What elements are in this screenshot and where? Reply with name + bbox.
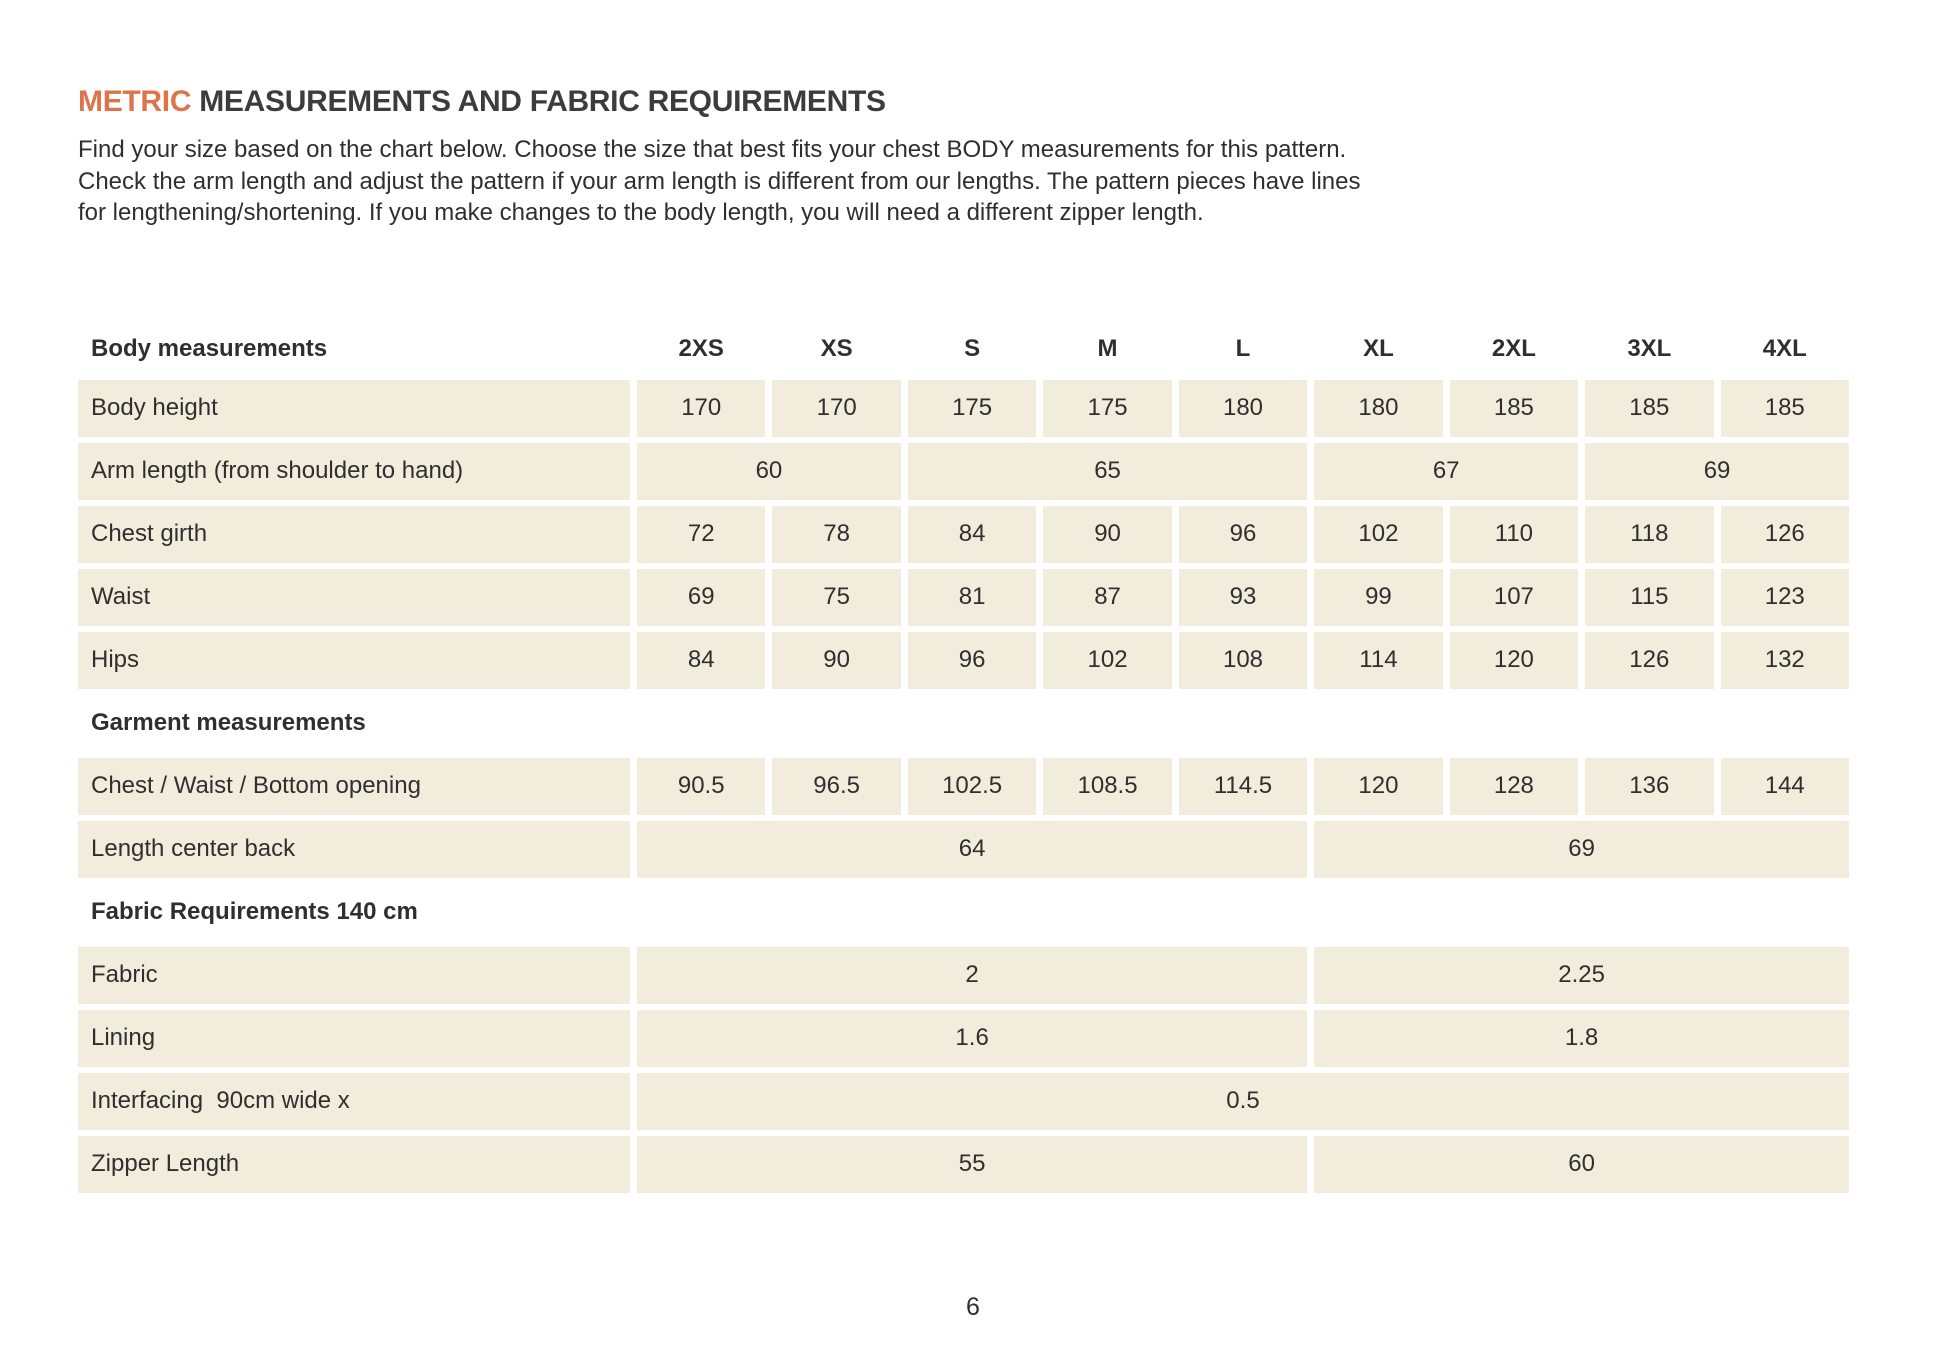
- value-cell-body-height: 175: [907, 379, 1037, 437]
- value-cell-interfacing: 0.5: [637, 1072, 1849, 1130]
- value-cell-body-height: 185: [1449, 379, 1579, 437]
- value-cell-lining: 1.8: [1314, 1009, 1849, 1067]
- value-cell-waist: 81: [907, 568, 1037, 626]
- value-cell-chest-girth: 84: [907, 505, 1037, 563]
- row-label-lining: Lining: [78, 1009, 630, 1067]
- value-cell-body-height: 180: [1178, 379, 1308, 437]
- row-label-hips: Hips: [78, 631, 630, 689]
- value-cell-zipper-length: 60: [1314, 1135, 1849, 1193]
- size-column-header-l: L: [1235, 334, 1251, 362]
- value-cell-waist: 107: [1449, 568, 1579, 626]
- value-cell-waist: 115: [1585, 568, 1714, 626]
- value-cell-arm-length: 69: [1585, 442, 1849, 500]
- size-column-header-xs: XS: [820, 334, 853, 362]
- value-cell-chest-waist-bottom-opening: 90.5: [637, 757, 766, 815]
- value-cell-hips: 96: [907, 631, 1037, 689]
- value-cell-zipper-length: 55: [637, 1135, 1308, 1193]
- value-cell-chest-girth: 72: [637, 505, 766, 563]
- table-header-label: Body measurements: [91, 334, 328, 362]
- value-cell-length-center-back: 69: [1314, 820, 1849, 878]
- value-cell-lining: 1.6: [637, 1009, 1308, 1067]
- value-cell-length-center-back: 64: [637, 820, 1308, 878]
- intro-paragraph: Find your size based on the chart below.…: [78, 134, 1849, 229]
- value-cell-waist: 93: [1178, 568, 1308, 626]
- size-column-header-s: S: [964, 334, 981, 362]
- row-label-fabric: Fabric: [78, 946, 630, 1004]
- section-header-fabric-requirements: Fabric Requirements 140 cm: [91, 898, 418, 925]
- value-cell-chest-girth: 96: [1178, 505, 1308, 563]
- row-label-arm-length: Arm length (from shoulder to hand): [78, 442, 630, 500]
- value-cell-chest-waist-bottom-opening: 128: [1449, 757, 1579, 815]
- row-label-chest-girth: Chest girth: [78, 505, 630, 563]
- value-cell-chest-girth: 126: [1720, 505, 1849, 563]
- row-label-body-height: Body height: [78, 379, 630, 437]
- value-cell-arm-length: 67: [1314, 442, 1579, 500]
- value-cell-fabric: 2.25: [1314, 946, 1849, 1004]
- value-cell-waist: 87: [1043, 568, 1172, 626]
- value-cell-hips: 84: [637, 631, 766, 689]
- size-column-header-4xl: 4XL: [1762, 334, 1807, 362]
- value-cell-waist: 123: [1720, 568, 1849, 626]
- value-cell-body-height: 170: [772, 379, 901, 437]
- value-cell-arm-length: 65: [907, 442, 1308, 500]
- value-cell-hips: 90: [772, 631, 901, 689]
- value-cell-hips: 114: [1314, 631, 1443, 689]
- value-cell-chest-waist-bottom-opening: 136: [1585, 757, 1714, 815]
- size-column-header-xl: XL: [1363, 334, 1394, 362]
- value-cell-body-height: 185: [1585, 379, 1714, 437]
- value-cell-chest-girth: 78: [772, 505, 901, 563]
- page-title-highlight: METRIC: [78, 85, 192, 118]
- row-label-waist: Waist: [78, 568, 630, 626]
- value-cell-body-height: 175: [1043, 379, 1172, 437]
- size-column-header-2xl: 2XL: [1491, 334, 1536, 362]
- value-cell-waist: 99: [1314, 568, 1443, 626]
- value-cell-hips: 126: [1585, 631, 1714, 689]
- page-title: METRIC MEASUREMENTS AND FABRIC REQUIREME…: [78, 84, 1849, 120]
- value-cell-chest-waist-bottom-opening: 96.5: [772, 757, 901, 815]
- row-label-chest-waist-bottom-opening: Chest / Waist / Bottom opening: [78, 757, 630, 815]
- value-cell-fabric: 2: [637, 946, 1308, 1004]
- intro-line: Check the arm length and adjust the patt…: [78, 167, 1361, 195]
- value-cell-chest-waist-bottom-opening: 144: [1720, 757, 1849, 815]
- intro-line: Find your size based on the chart below.…: [78, 136, 1347, 163]
- measurements-table: Body measurements 2XS XS S M L XL 2XL 3XL 4XL Body…: [78, 324, 1849, 1193]
- row-label-zipper-length: Zipper Length: [78, 1135, 630, 1193]
- value-cell-arm-length: 60: [637, 442, 901, 500]
- value-cell-chest-girth: 110: [1449, 505, 1579, 563]
- row-label-length-center-back: Length center back: [78, 820, 630, 878]
- value-cell-body-height: 170: [637, 379, 766, 437]
- value-cell-body-height: 185: [1720, 379, 1849, 437]
- value-cell-chest-waist-bottom-opening: 114.5: [1178, 757, 1308, 815]
- section-header-garment-measurements: Garment measurements: [91, 709, 366, 736]
- row-label-interfacing: Interfacing 90cm wide x: [78, 1072, 630, 1130]
- size-column-header-2xs: 2XS: [678, 334, 724, 362]
- value-cell-waist: 69: [637, 568, 766, 626]
- value-cell-hips: 108: [1178, 631, 1308, 689]
- size-column-header-m: M: [1097, 334, 1118, 362]
- value-cell-chest-girth: 90: [1043, 505, 1172, 563]
- value-cell-hips: 120: [1449, 631, 1579, 689]
- intro-line: for lengthening/shortening. If you make …: [78, 199, 1204, 226]
- value-cell-waist: 75: [772, 568, 901, 626]
- page-number: 6: [966, 1293, 980, 1321]
- value-cell-body-height: 180: [1314, 379, 1443, 437]
- value-cell-chest-waist-bottom-opening: 102.5: [907, 757, 1037, 815]
- value-cell-chest-girth: 118: [1585, 505, 1714, 563]
- value-cell-chest-waist-bottom-opening: 120: [1314, 757, 1443, 815]
- value-cell-hips: 102: [1043, 631, 1172, 689]
- size-column-header-3xl: 3XL: [1627, 334, 1672, 362]
- value-cell-chest-girth: 102: [1314, 505, 1443, 563]
- page-title-rest: MEASUREMENTS AND FABRIC REQUIREMENTS: [191, 85, 886, 118]
- value-cell-chest-waist-bottom-opening: 108.5: [1043, 757, 1172, 815]
- value-cell-hips: 132: [1720, 631, 1849, 689]
